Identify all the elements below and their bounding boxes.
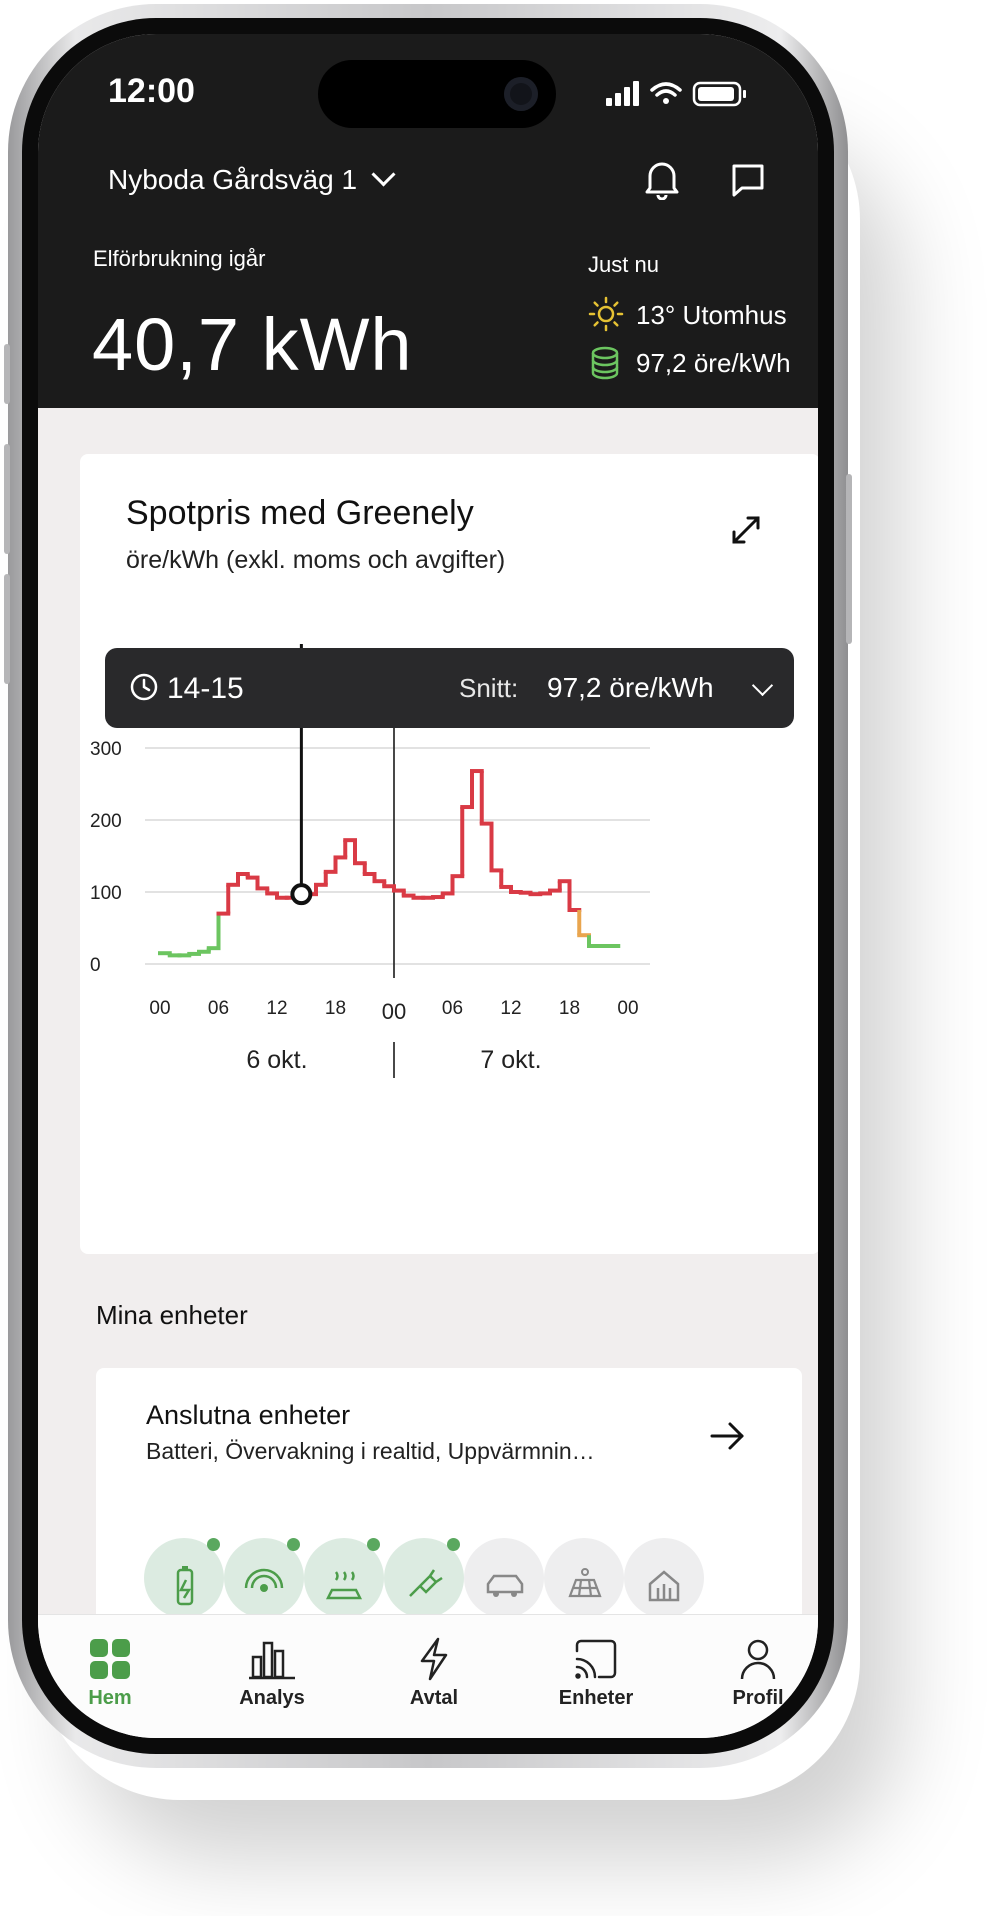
x-tick-label: 12 bbox=[500, 998, 521, 1019]
active-dot bbox=[367, 1538, 380, 1551]
solar-panel-icon bbox=[568, 1568, 602, 1598]
screen: 12:00 bbox=[38, 34, 818, 1738]
active-dot bbox=[287, 1538, 300, 1551]
chevron-down-icon bbox=[371, 162, 396, 187]
active-dot bbox=[447, 1538, 460, 1551]
x-tick-label: 00 bbox=[149, 998, 170, 1019]
arrow-right-icon[interactable] bbox=[708, 1416, 748, 1456]
wifi-icon bbox=[650, 82, 682, 104]
tooltip-avg-value: 97,2 öre/kWh bbox=[547, 672, 714, 703]
tooltip-time: 14-15 bbox=[167, 672, 244, 705]
device-item[interactable] bbox=[144, 1538, 224, 1618]
house-heatpump-icon bbox=[648, 1570, 680, 1602]
signal-icon bbox=[606, 81, 639, 106]
x-tick-label: 18 bbox=[559, 998, 580, 1019]
home-grid-icon bbox=[90, 1639, 130, 1679]
tooltip-avg-label: Snitt: bbox=[459, 673, 519, 703]
heating-icon bbox=[325, 1571, 363, 1600]
now-label: Just nu bbox=[588, 252, 659, 277]
bar-chart-icon bbox=[249, 1641, 295, 1680]
device-item[interactable] bbox=[624, 1538, 704, 1618]
chevron-down-icon[interactable] bbox=[751, 674, 774, 697]
tab-label: Enheter bbox=[558, 1687, 634, 1709]
clock-icon bbox=[130, 673, 158, 701]
status-time: 12:00 bbox=[108, 72, 195, 110]
bell-icon[interactable] bbox=[642, 158, 682, 200]
devices-card-subtitle: Batteri, Övervakning i realtid, Uppvärmn… bbox=[146, 1438, 595, 1464]
chart-tooltip[interactable]: 14-15 Snitt: 97,2 öre/kWh bbox=[105, 648, 794, 728]
chat-icon[interactable] bbox=[728, 160, 768, 200]
tab-bar: Hem Analys Avtal bbox=[38, 1614, 818, 1738]
tab-analys[interactable]: Analys bbox=[212, 1637, 332, 1710]
address-selector[interactable]: Nyboda Gårdsväg 1 bbox=[108, 162, 396, 196]
x-tick-label: 00 bbox=[382, 999, 406, 1024]
camera-icon bbox=[504, 77, 538, 111]
card-subtitle: öre/kWh (exkl. moms och avgifter) bbox=[126, 546, 506, 574]
ev-charger-icon bbox=[409, 1569, 443, 1597]
dynamic-island bbox=[318, 60, 556, 128]
x-tick-label: 06 bbox=[208, 998, 229, 1019]
y-tick-label: 200 bbox=[90, 811, 122, 832]
tab-enheter[interactable]: Enheter bbox=[536, 1637, 656, 1710]
device-icons-row bbox=[144, 1538, 784, 1628]
temperature-value: 13° Utomhus bbox=[636, 300, 787, 330]
header: 12:00 bbox=[38, 34, 818, 408]
device-item[interactable] bbox=[304, 1538, 384, 1618]
selection-marker bbox=[290, 883, 313, 906]
tab-label: Avtal bbox=[409, 1687, 459, 1709]
card-title: Spotpris med Greenely bbox=[126, 494, 474, 532]
tab-label: Hem bbox=[88, 1687, 132, 1709]
y-tick-label: 0 bbox=[90, 955, 101, 976]
connected-devices-card[interactable]: Anslutna enheter Batteri, Övervakning i … bbox=[96, 1368, 802, 1628]
devices-card-title: Anslutna enheter bbox=[146, 1400, 351, 1430]
car-icon bbox=[486, 1574, 524, 1597]
spot-price-card: Spotpris med Greenely öre/kWh (exkl. mom… bbox=[80, 454, 818, 1254]
price-value: 97,2 öre/kWh bbox=[636, 348, 791, 378]
x-tick-label: 12 bbox=[266, 998, 287, 1019]
status-icons bbox=[606, 81, 746, 107]
day-label: 6 okt. bbox=[246, 1046, 307, 1074]
expand-icon[interactable] bbox=[726, 510, 766, 550]
device-item[interactable] bbox=[224, 1538, 304, 1618]
tab-label: Analys bbox=[239, 1687, 305, 1709]
tab-avtal[interactable]: Avtal bbox=[374, 1637, 494, 1710]
x-tick-label: 18 bbox=[325, 998, 346, 1019]
y-tick-label: 300 bbox=[90, 739, 122, 760]
day-label: 7 okt. bbox=[480, 1046, 541, 1074]
consumption-value: 40,7 kWh bbox=[92, 303, 413, 386]
power-button bbox=[846, 474, 852, 644]
sun-icon bbox=[588, 296, 624, 332]
tab-hem[interactable]: Hem bbox=[50, 1637, 170, 1710]
volume-up-button bbox=[4, 444, 10, 554]
device-item[interactable] bbox=[544, 1538, 624, 1618]
active-dot bbox=[207, 1538, 220, 1551]
x-tick-label: 00 bbox=[617, 998, 638, 1019]
user-icon bbox=[740, 1639, 776, 1680]
lightning-icon bbox=[420, 1637, 448, 1681]
address-label: Nyboda Gårdsväg 1 bbox=[108, 164, 358, 195]
realtime-icon bbox=[244, 1568, 284, 1592]
battery-icon bbox=[176, 1566, 194, 1606]
volume-down-button bbox=[4, 574, 10, 684]
device-item[interactable] bbox=[384, 1538, 464, 1618]
side-button bbox=[4, 344, 10, 404]
consumption-label: Elförbrukning igår bbox=[93, 246, 266, 271]
tab-profil[interactable]: Profil bbox=[698, 1637, 818, 1710]
price-stack-icon bbox=[591, 346, 619, 380]
cast-icon bbox=[575, 1639, 617, 1679]
battery-status-icon bbox=[692, 81, 746, 107]
y-tick-label: 100 bbox=[90, 883, 122, 904]
tab-label: Profil bbox=[732, 1687, 784, 1709]
phone-frame: 12:00 bbox=[4, 4, 852, 1768]
section-title: Mina enheter bbox=[96, 1300, 248, 1330]
x-tick-label: 06 bbox=[442, 998, 463, 1019]
device-item[interactable] bbox=[464, 1538, 544, 1618]
bezel: 12:00 bbox=[22, 18, 834, 1754]
